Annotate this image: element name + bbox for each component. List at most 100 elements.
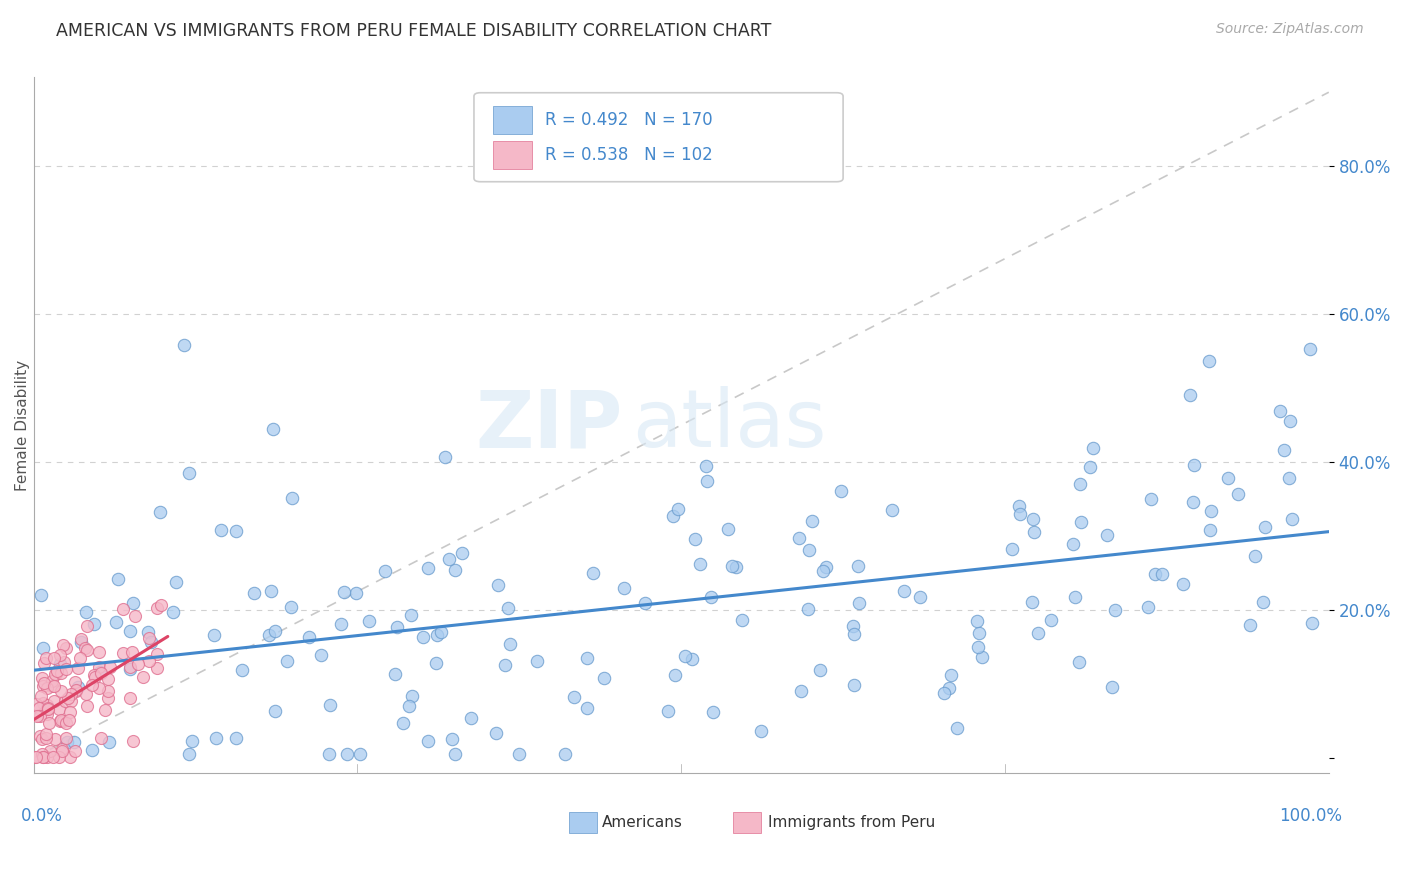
Point xyxy=(28,730,51,744)
Point xyxy=(49,657,72,671)
Point xyxy=(1062,537,1084,551)
Point xyxy=(97,673,120,687)
Point xyxy=(59,750,82,764)
Point xyxy=(70,632,93,647)
Point xyxy=(451,546,474,560)
Text: AMERICAN VS IMMIGRANTS FROM PERU FEMALE DISABILITY CORRELATION CHART: AMERICAN VS IMMIGRANTS FROM PERU FEMALE … xyxy=(56,22,772,40)
Point xyxy=(42,750,65,764)
Point xyxy=(1001,541,1024,556)
Point xyxy=(173,338,195,352)
Point xyxy=(716,522,738,536)
Point xyxy=(122,595,145,609)
Point xyxy=(1008,508,1031,522)
Point xyxy=(681,652,703,666)
Point xyxy=(1278,471,1301,485)
Point xyxy=(75,605,97,619)
Point xyxy=(1216,471,1239,485)
Point xyxy=(582,566,605,580)
Point xyxy=(136,625,159,640)
Point xyxy=(39,744,62,758)
Point xyxy=(683,532,706,546)
Point xyxy=(842,678,865,692)
Point xyxy=(44,731,66,746)
Point xyxy=(76,699,98,714)
Point xyxy=(1226,487,1249,501)
Point xyxy=(37,701,59,715)
Point xyxy=(1069,655,1091,669)
Point xyxy=(262,422,284,436)
Point xyxy=(32,750,55,764)
Point xyxy=(42,651,65,665)
Point xyxy=(673,648,696,663)
Point xyxy=(25,697,48,711)
Point xyxy=(592,672,614,686)
Point xyxy=(1239,617,1261,632)
Point xyxy=(908,590,931,604)
Point xyxy=(118,624,141,639)
Point xyxy=(318,747,340,761)
FancyBboxPatch shape xyxy=(474,93,844,182)
Point xyxy=(460,711,482,725)
Text: Americans: Americans xyxy=(602,815,683,830)
Point xyxy=(205,731,228,745)
Point xyxy=(880,503,903,517)
Point xyxy=(55,641,77,656)
Point xyxy=(30,588,52,602)
Point xyxy=(1272,443,1295,458)
Point xyxy=(31,640,53,655)
Point xyxy=(298,630,321,644)
Point xyxy=(967,626,990,640)
Point xyxy=(695,459,717,474)
Point xyxy=(53,693,76,707)
Point xyxy=(120,662,142,676)
Point xyxy=(231,663,253,677)
Point xyxy=(165,575,187,590)
Point xyxy=(1140,492,1163,507)
Point xyxy=(138,632,160,646)
Point xyxy=(787,532,810,546)
Point xyxy=(346,586,368,600)
Point xyxy=(42,679,65,693)
Point xyxy=(31,732,53,747)
Point xyxy=(32,657,55,671)
Point xyxy=(149,505,172,519)
Point xyxy=(946,721,969,735)
Point xyxy=(1022,524,1045,539)
Point xyxy=(32,696,55,710)
Point xyxy=(31,679,53,693)
Point xyxy=(801,514,824,528)
Point xyxy=(44,666,66,681)
Point xyxy=(634,596,657,610)
Point xyxy=(384,666,406,681)
Point xyxy=(30,690,52,704)
Point xyxy=(526,654,548,668)
Point xyxy=(37,681,59,696)
Point xyxy=(38,716,60,731)
Point xyxy=(1152,566,1174,581)
Point xyxy=(112,646,135,660)
Point xyxy=(426,628,449,642)
Text: R = 0.492   N = 170: R = 0.492 N = 170 xyxy=(546,111,713,128)
Point xyxy=(554,747,576,761)
Point xyxy=(59,687,82,701)
Point xyxy=(938,681,960,695)
Point xyxy=(63,675,86,690)
Point xyxy=(1299,342,1322,356)
Point xyxy=(48,750,70,764)
Point xyxy=(124,609,146,624)
Point xyxy=(830,483,852,498)
Point xyxy=(75,687,97,701)
Point xyxy=(45,664,67,678)
Point xyxy=(1137,599,1160,614)
Point xyxy=(70,634,93,648)
Point xyxy=(180,734,202,748)
Point xyxy=(418,561,440,575)
Point xyxy=(146,661,169,675)
Point xyxy=(49,714,72,729)
Point xyxy=(486,578,509,592)
Point xyxy=(28,701,51,715)
Point xyxy=(797,601,820,615)
Point xyxy=(127,657,149,671)
Point xyxy=(416,734,439,748)
Point xyxy=(65,684,87,698)
